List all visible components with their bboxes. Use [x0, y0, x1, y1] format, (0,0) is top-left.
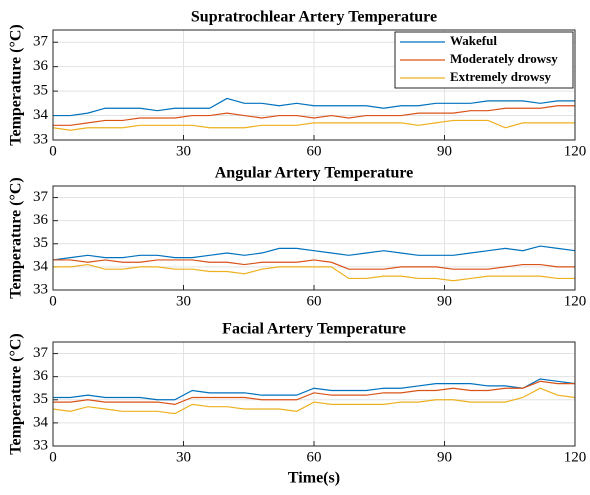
- x-tick-label: 120: [564, 449, 587, 465]
- chart-title: Supratrochlear Artery Temperature: [191, 9, 437, 26]
- y-axis-label: Temperature (°C): [8, 177, 25, 298]
- x-tick-label: 120: [564, 293, 587, 309]
- series-line: [53, 97, 575, 117]
- x-tick-label: 90: [437, 449, 452, 465]
- axes-box: [52, 341, 576, 447]
- series-line: [53, 105, 575, 126]
- chart-title: Facial Artery Temperature: [222, 321, 406, 338]
- series-line: [53, 378, 576, 401]
- series-line: [53, 263, 575, 282]
- x-tick-label: 90: [437, 293, 452, 309]
- y-tick-label: 37: [33, 345, 49, 361]
- y-tick-label: 34: [33, 414, 49, 430]
- y-tick-label: 35: [33, 391, 48, 407]
- x-tick-label: 30: [176, 449, 191, 465]
- y-tick-label: 37: [33, 189, 49, 205]
- series-line: [52, 245, 576, 261]
- x-tick-label: 0: [49, 449, 57, 465]
- y-tick-label: 35: [33, 235, 48, 251]
- y-tick-label: 34: [33, 107, 49, 123]
- series-line: [53, 259, 575, 270]
- y-tick-label: 36: [33, 368, 49, 384]
- x-tick-label: 120: [564, 143, 587, 159]
- legend-label: Moderately drowsy: [450, 51, 558, 66]
- y-tick-label: 33: [33, 131, 48, 147]
- y-tick-label: 33: [33, 437, 48, 453]
- axes-box: [52, 185, 576, 291]
- legend-label: Extremely drowsy: [450, 69, 551, 84]
- series-line: [53, 380, 575, 406]
- y-tick-label: 36: [33, 58, 49, 74]
- y-tick-label: 36: [33, 212, 49, 228]
- x-tick-label: 0: [49, 143, 57, 159]
- series-line: [52, 119, 575, 131]
- y-tick-label: 37: [33, 34, 49, 50]
- legend-label: Wakeful: [450, 33, 497, 48]
- y-tick-label: 35: [33, 83, 48, 99]
- axes-box: [52, 29, 576, 141]
- x-tick-label: 60: [307, 449, 322, 465]
- x-axis-label: Time(s): [288, 470, 340, 487]
- series-line: [52, 387, 576, 415]
- y-tick-label: 34: [33, 258, 49, 274]
- x-tick-label: 30: [176, 143, 191, 159]
- y-axis-label: Temperature (°C): [8, 24, 25, 145]
- y-tick-label: 33: [33, 281, 48, 297]
- x-tick-label: 90: [437, 143, 452, 159]
- x-tick-label: 60: [307, 293, 322, 309]
- x-tick-label: 0: [49, 293, 57, 309]
- x-tick-label: 30: [176, 293, 191, 309]
- y-axis-label: Temperature (°C): [8, 333, 25, 454]
- chart-title: Angular Artery Temperature: [215, 165, 414, 182]
- x-tick-label: 60: [307, 143, 322, 159]
